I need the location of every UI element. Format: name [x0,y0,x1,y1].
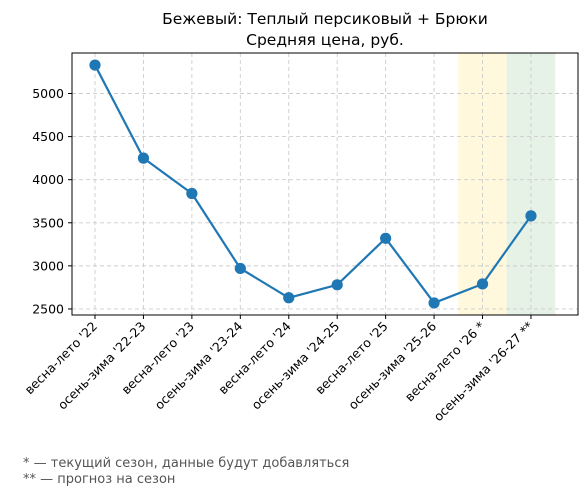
highlight-band-0 [458,53,507,315]
y-tick-label-2500: 2500 [32,301,64,316]
y-tick-label-5000: 5000 [32,86,64,101]
y-tick-label-3500: 3500 [32,215,64,230]
x-tick-label-5: осень-зима '24-25 [248,319,342,413]
highlight-band-1 [506,53,556,315]
footnote-current-season: * — текущий сезон, данные будут добавлят… [23,456,350,471]
x-tick-label-7: осень-зима '25-26 [345,318,439,412]
data-point-3 [234,262,246,275]
y-axis: 2500 3000 3500 4000 4500 5000 [32,86,72,316]
footnote-forecast: ** — прогноз на сезон [23,472,176,487]
data-point-2 [186,187,198,200]
chart: Бежевый: Теплый персиковый + Брюки Средн… [21,10,579,424]
data-point-4 [283,292,295,304]
chart-subtitle: Средняя цена, руб. [246,31,404,49]
data-point-5 [331,279,343,291]
plot-area-frame [71,52,579,316]
x-tick-label-3: осень-зима '23-24 [151,318,245,412]
x-tick-label-9: осень-зима '26-27 ** [430,319,536,425]
series-line [94,64,532,305]
grid-lines [72,53,578,315]
data-point-7 [428,297,440,309]
data-point-0 [89,59,101,71]
y-tick-label-4500: 4500 [32,129,64,144]
data-point-1 [137,152,150,164]
data-point-9 [525,210,537,222]
x-tick-label-1: осень-зима '22-23 [55,319,149,413]
season-highlights [458,53,556,315]
data-point-6 [380,232,392,244]
chart-title: Бежевый: Теплый персиковый + Брюки [162,10,488,28]
price-series [89,59,537,309]
y-tick-label-4000: 4000 [32,172,64,187]
data-point-8 [476,278,489,290]
y-tick-label-3000: 3000 [32,258,64,273]
